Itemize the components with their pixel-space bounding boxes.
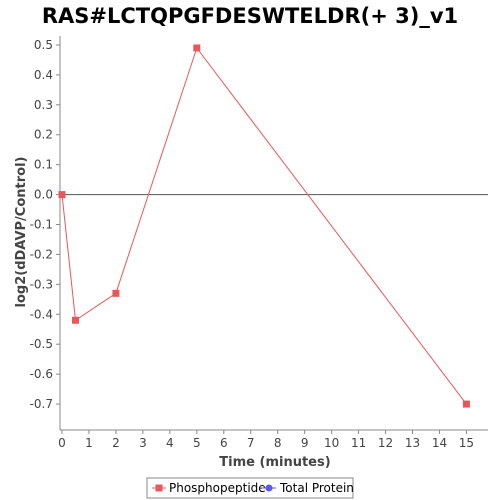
x-tick-label: 9	[301, 436, 309, 450]
y-tick-label: -0.6	[30, 367, 53, 381]
y-tick-label: -0.5	[30, 337, 53, 351]
x-tick-label: 14	[432, 436, 447, 450]
legend-label: Phosphopeptide	[169, 481, 266, 495]
x-axis-ticks: 0 1 2 3 4 5 6 7 8 9 10 11 12 13 14 15	[58, 430, 474, 450]
legend: Phosphopeptide Total Protein	[146, 477, 354, 499]
x-tick-label: 8	[274, 436, 282, 450]
x-tick-label: 10	[324, 436, 339, 450]
x-tick-label: 12	[378, 436, 393, 450]
axes	[59, 36, 488, 431]
x-tick-label: 1	[85, 436, 93, 450]
y-tick-label: -0.3	[30, 277, 53, 291]
y-tick-label: -0.7	[30, 397, 53, 411]
legend-label: Total Protein	[279, 481, 354, 495]
y-tick-label: -0.2	[30, 247, 53, 261]
y-axis-ticks: -0.7 -0.6 -0.5 -0.4 -0.3 -0.2 -0.1 0.0 0.1 0.2 0.3…	[30, 38, 60, 411]
legend-marker-square	[155, 484, 163, 492]
y-tick-label: 0.3	[34, 98, 53, 112]
legend-marker-circle	[265, 484, 273, 492]
plot-area	[62, 36, 488, 428]
x-tick-label: 6	[220, 436, 228, 450]
series-layer	[58, 44, 470, 408]
x-tick-label: 3	[139, 436, 147, 450]
x-tick-label: 15	[459, 436, 474, 450]
x-tick-label: 0	[58, 436, 66, 450]
y-tick-label: 0.2	[34, 128, 53, 142]
y-tick-label: 0.5	[34, 38, 53, 52]
x-tick-label: 13	[405, 436, 420, 450]
data-point	[71, 316, 79, 324]
x-tick-label: 7	[247, 436, 255, 450]
y-tick-label: -0.4	[30, 307, 53, 321]
x-tick-label: 2	[112, 436, 120, 450]
data-point	[193, 44, 201, 52]
legend-box	[146, 477, 354, 499]
y-axis-title: log2(dDAVP/Control)	[14, 157, 29, 308]
data-point	[462, 400, 470, 408]
x-tick-label: 11	[351, 436, 366, 450]
data-point	[112, 289, 120, 297]
x-tick-label: 5	[193, 436, 201, 450]
y-tick-label: 0.1	[34, 158, 53, 172]
x-axis-title: Time (minutes)	[219, 455, 330, 470]
y-tick-label: -0.1	[30, 218, 53, 232]
y-tick-label: 0.4	[34, 68, 53, 82]
y-tick-label: 0.0	[34, 188, 53, 202]
chart-title: RAS#LCTQPGFDESWTELDR(+ 3)_v1	[41, 4, 459, 28]
x-tick-label: 4	[166, 436, 174, 450]
data-point	[58, 191, 66, 199]
